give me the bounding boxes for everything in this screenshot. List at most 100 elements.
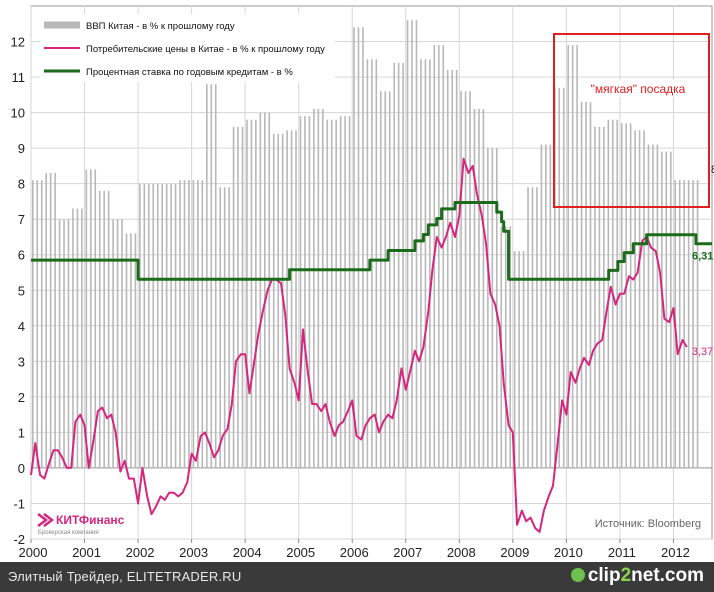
gdp-bar xyxy=(161,183,163,468)
gdp-bar xyxy=(692,180,694,468)
gdp-bar xyxy=(643,130,645,468)
gdp-bar xyxy=(571,45,574,468)
gdp-bar xyxy=(518,251,520,468)
logo-part-clip: clip xyxy=(587,565,621,586)
gdp-bar xyxy=(504,226,507,468)
gdp-bar xyxy=(652,144,654,468)
gdp-bar xyxy=(130,233,132,468)
gdp-bar xyxy=(353,27,355,468)
legend-box xyxy=(40,14,335,82)
gdp-bar xyxy=(545,144,547,468)
gdp-bar xyxy=(388,91,391,468)
gdp-bar xyxy=(620,123,623,468)
x-tick-label: 2000 xyxy=(19,545,48,560)
logo-part-2: 2 xyxy=(620,565,632,586)
gdp-bar xyxy=(393,62,395,468)
y-tick-label: 12 xyxy=(11,35,25,50)
gdp-bar xyxy=(58,219,61,468)
gdp-bar xyxy=(263,112,266,468)
y-tick-label: 4 xyxy=(18,319,25,334)
gdp-bar xyxy=(72,208,74,468)
gdp-bar xyxy=(576,45,578,468)
gdp-bar xyxy=(201,180,204,468)
soft-landing-box xyxy=(553,33,710,208)
gdp-bar xyxy=(411,20,413,468)
gdp-bar xyxy=(219,187,221,468)
gdp-bar xyxy=(616,119,619,468)
gdp-bar xyxy=(277,133,279,468)
gdp-bar xyxy=(121,219,123,468)
gdp-last-label: 8.1 xyxy=(711,164,714,176)
gdp-bar xyxy=(259,112,262,468)
gdp-bar xyxy=(205,84,208,468)
gdp-bar xyxy=(143,183,146,468)
gdp-bar xyxy=(478,109,480,468)
gdp-bar xyxy=(540,144,543,468)
y-tick-label: 5 xyxy=(18,283,25,298)
gdp-bar xyxy=(174,183,177,468)
soft-landing-label-bg xyxy=(586,80,692,97)
gdp-bar xyxy=(147,183,150,468)
gdp-bar xyxy=(460,91,462,468)
gdp-bar xyxy=(134,233,137,468)
gdp-bar xyxy=(321,109,324,468)
gdp-bar xyxy=(522,251,525,468)
gdp-bar xyxy=(112,219,114,468)
gdp-bar xyxy=(228,187,230,468)
footer-bar: Элитный Трейдер, ELITETRADER.RU clip2net… xyxy=(0,562,714,592)
clip2net-logo[interactable]: clip2net.com xyxy=(570,565,704,587)
gdp-bar xyxy=(237,126,239,468)
logo-part-net: net xyxy=(631,565,660,586)
x-tick-label: 2001 xyxy=(72,545,101,560)
y-tick-label: 2 xyxy=(18,390,25,405)
gdp-bar xyxy=(665,151,668,468)
y-tick-label: 7 xyxy=(18,212,25,227)
y-tick-label: 6 xyxy=(18,248,25,263)
gdp-bar xyxy=(661,151,663,468)
gdp-bar xyxy=(487,148,489,468)
gdp-bar xyxy=(687,180,690,468)
x-tick-label: 2002 xyxy=(126,545,155,560)
gdp-bar xyxy=(536,187,538,468)
y-tick-label: -2 xyxy=(13,532,25,547)
gdp-bar xyxy=(268,112,271,468)
gdp-bar xyxy=(125,233,128,468)
data-lines xyxy=(30,157,712,533)
cpi-line xyxy=(30,157,688,533)
y-tick-label: 9 xyxy=(18,141,25,156)
gdp-bar xyxy=(246,119,248,468)
gdp-bar xyxy=(366,59,369,468)
soft-landing-label: "мягкая" посадка xyxy=(591,82,686,96)
y-tick-label: -1 xyxy=(13,496,25,511)
y-tick-label: 1 xyxy=(18,425,25,440)
chart: -2 -1 0 1 2 3 4 5 6 7 8 9 10 11 12 2000 2001 2002 2003 2004… xyxy=(11,5,714,560)
rate-last-label: 6,31 xyxy=(692,251,713,263)
gdp-bar xyxy=(290,130,293,468)
rate-line xyxy=(31,201,712,281)
gdp-bar xyxy=(437,45,440,468)
gdp-bar xyxy=(326,119,329,468)
gdp-bar xyxy=(513,251,516,468)
gdp-bar xyxy=(272,133,275,468)
gdp-bar xyxy=(656,144,659,468)
gdp-bar xyxy=(469,91,471,468)
gdp-bar xyxy=(446,69,449,468)
x-tick-label: 2012 xyxy=(661,545,690,560)
logo-part-com: .com xyxy=(659,565,704,586)
gdp-bar xyxy=(255,119,257,468)
gdp-bar xyxy=(335,119,337,468)
gdp-bar xyxy=(603,126,605,468)
gdp-bar xyxy=(451,69,453,468)
gdp-bar xyxy=(589,101,592,468)
gdp-bar xyxy=(638,130,641,468)
gdp-bar xyxy=(607,119,610,468)
source-label: Источник: Bloomberg xyxy=(595,518,701,530)
gdp-bar xyxy=(362,27,364,468)
gdp-bar xyxy=(402,62,404,468)
gdp-bar xyxy=(629,123,632,468)
x-tick-label: 2006 xyxy=(340,545,369,560)
clip2net-icon xyxy=(570,568,585,582)
gdp-bar xyxy=(98,190,101,468)
gdp-bar xyxy=(116,219,119,468)
gdp-bar xyxy=(89,169,92,468)
